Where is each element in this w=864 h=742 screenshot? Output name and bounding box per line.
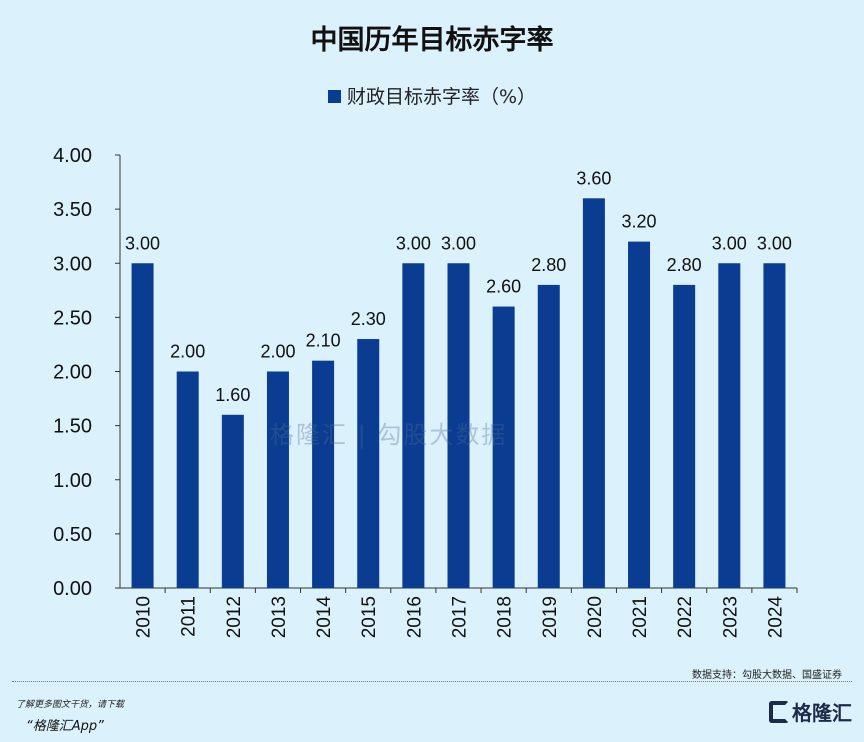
bar-2012 <box>221 414 244 588</box>
y-tick-label: 3.50 <box>53 199 92 221</box>
x-tick-label-2020: 2020 <box>585 596 606 638</box>
data-label-2014: 2.10 <box>306 331 341 351</box>
bar-2022 <box>673 284 696 588</box>
x-tick-label-2018: 2018 <box>495 596 516 638</box>
logo: 格隆汇 <box>769 697 852 726</box>
x-tick-label-2014: 2014 <box>314 596 335 639</box>
data-label-2018: 2.60 <box>486 277 521 297</box>
y-tick-label: 1.00 <box>53 470 92 492</box>
data-label-2022: 2.80 <box>667 255 702 275</box>
bar-2019 <box>537 284 560 588</box>
divider <box>12 681 852 682</box>
legend: 财政目标赤字率（%） <box>0 82 864 109</box>
y-tick-label: 2.00 <box>53 362 92 384</box>
x-tick-label-2024: 2024 <box>765 596 786 639</box>
x-tick-label-2023: 2023 <box>720 596 741 638</box>
bar-2018 <box>492 306 515 588</box>
y-tick-label: 0.00 <box>53 578 92 600</box>
bar-2014 <box>312 360 335 588</box>
data-label-2015: 2.30 <box>351 309 386 329</box>
y-tick-label: 3.00 <box>53 253 92 275</box>
data-label-2020: 3.60 <box>576 168 611 188</box>
x-tick-label-2016: 2016 <box>404 596 425 638</box>
data-label-2010: 3.00 <box>125 233 160 253</box>
bar-2010 <box>131 263 154 588</box>
data-label-2019: 2.80 <box>531 255 566 275</box>
legend-swatch <box>327 90 341 103</box>
y-tick-label: 2.50 <box>53 307 92 329</box>
data-label-2017: 3.00 <box>441 233 476 253</box>
bar-2017 <box>447 263 470 588</box>
data-label-2024: 3.00 <box>757 233 792 253</box>
x-tick-label-2019: 2019 <box>540 596 561 638</box>
data-label-2011: 2.00 <box>170 342 205 362</box>
x-tick-label-2017: 2017 <box>450 596 471 638</box>
bar-2024 <box>763 263 786 588</box>
bar-2021 <box>628 241 651 588</box>
bar-2016 <box>402 263 425 588</box>
x-tick-label-2011: 2011 <box>179 596 200 637</box>
bar-2020 <box>582 198 605 589</box>
watermark: 格隆汇 | 勾股大数据 <box>270 421 508 449</box>
y-tick-label: 0.50 <box>53 524 92 546</box>
bar-2013 <box>266 371 289 588</box>
data-label-2012: 1.60 <box>215 385 250 405</box>
bar-2023 <box>718 263 741 588</box>
x-tick-label-2021: 2021 <box>630 596 651 638</box>
legend-label: 财政目标赤字率（%） <box>346 86 537 108</box>
chart-title: 中国历年目标赤字率 <box>310 25 554 56</box>
logo-icon <box>769 700 789 723</box>
x-tick-label-2010: 2010 <box>134 596 155 638</box>
source-note: 数据支持：勾股大数据、国盛证券 <box>692 670 842 681</box>
logo-text: 格隆汇 <box>792 701 852 725</box>
x-tick-label-2013: 2013 <box>269 596 290 638</box>
y-tick-label: 4.00 <box>53 145 92 167</box>
y-tick-label: 1.50 <box>53 416 92 438</box>
bar-2011 <box>176 371 199 588</box>
data-label-2023: 3.00 <box>712 233 747 253</box>
promo-app: “格隆汇App” <box>26 719 104 734</box>
bar-2015 <box>357 339 380 588</box>
data-label-2021: 3.20 <box>622 212 657 232</box>
x-tick-label-2022: 2022 <box>675 596 696 638</box>
data-label-2013: 2.00 <box>260 342 295 362</box>
promo-text: 了解更多图文干货，请下载 <box>16 700 125 710</box>
x-tick-label-2015: 2015 <box>359 596 380 638</box>
data-label-2016: 3.00 <box>396 233 431 253</box>
x-tick-label-2012: 2012 <box>224 596 245 638</box>
